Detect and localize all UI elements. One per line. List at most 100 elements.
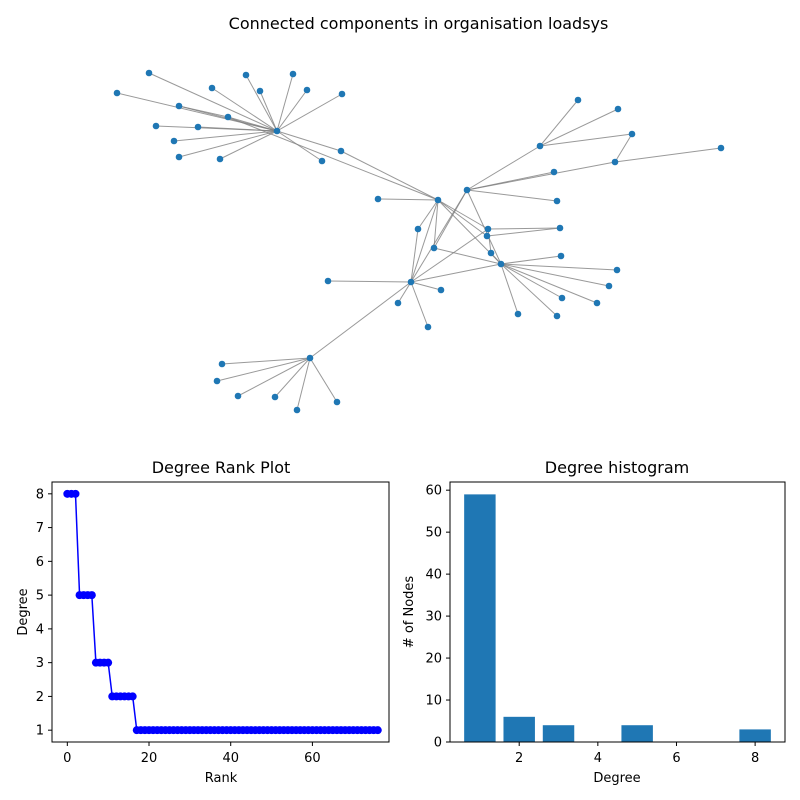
network-node [306, 354, 314, 362]
network-edge [276, 93, 343, 132]
figure-title: Connected components in organisation loa… [229, 14, 609, 33]
network-edge [245, 74, 278, 132]
network-node [113, 89, 121, 97]
rank-y-tick-label: 4 [36, 622, 44, 637]
network-edge [227, 116, 439, 201]
network-edge [410, 281, 442, 291]
network-edge [466, 145, 541, 191]
network-edge [500, 263, 618, 271]
network-node [614, 105, 622, 113]
network-node [175, 102, 183, 110]
network-edge [327, 280, 412, 283]
network-edge [539, 108, 619, 147]
network-node [289, 70, 297, 78]
network-node [374, 195, 382, 203]
network-node [224, 113, 232, 121]
rank-point [128, 692, 137, 701]
histogram-bar [621, 725, 653, 742]
network-nodes [113, 69, 725, 414]
network-node [556, 224, 564, 232]
network-edge [500, 263, 519, 315]
network-edge [500, 263, 563, 299]
network-edge [500, 263, 598, 304]
histogram-y-tick-label: 50 [425, 526, 442, 541]
network-node [194, 123, 202, 131]
network-node [394, 299, 402, 307]
network-node [497, 260, 505, 268]
histogram-title: Degree histogram [545, 458, 689, 477]
network-edge [466, 189, 558, 202]
network-node [434, 196, 442, 204]
rank-ticks: 0 20 40 60 1 2 3 4 5 6 7 8 [36, 487, 321, 766]
network-edge [340, 150, 439, 201]
network-edge [487, 228, 492, 254]
network-edge [410, 263, 502, 283]
network-edge [466, 161, 616, 191]
network-edge [539, 99, 579, 147]
network-edge [276, 130, 323, 162]
network-node [145, 69, 153, 77]
network-edge [197, 126, 278, 132]
rank-point [104, 658, 113, 667]
network-node [216, 155, 224, 163]
network-edge [500, 263, 610, 287]
network-node [605, 282, 613, 290]
rank-plot-title: Degree Rank Plot [152, 458, 291, 477]
network-node [611, 158, 619, 166]
network-edge [173, 130, 278, 142]
network-edge [487, 227, 561, 230]
network-node [414, 225, 422, 233]
network-node [273, 127, 281, 135]
network-node [234, 392, 242, 400]
network-node [303, 86, 311, 94]
histogram-bar [739, 729, 771, 742]
network-node [437, 286, 445, 294]
network-node [558, 294, 566, 302]
network-node [487, 249, 495, 257]
network-edge [377, 198, 439, 201]
network-node [717, 144, 725, 152]
network-node [463, 186, 471, 194]
rank-x-tick-label: 20 [141, 751, 158, 766]
network-node [271, 393, 279, 401]
network-edge [417, 199, 439, 230]
network-edge [433, 199, 439, 249]
network-node [550, 168, 558, 176]
network-node [324, 277, 332, 285]
rank-y-tick-label: 3 [36, 656, 44, 671]
histogram-bars [464, 494, 771, 742]
rank-y-tick-label: 2 [36, 690, 44, 705]
rank-x-label: Rank [205, 771, 238, 786]
network-node [557, 252, 565, 260]
rank-point [87, 591, 96, 600]
histogram-ticks: 2 4 6 8 0 10 20 30 40 50 60 [425, 484, 759, 766]
network-edge [237, 357, 311, 397]
network-edge [500, 263, 558, 317]
network-node [242, 71, 250, 79]
network-edge [276, 89, 308, 132]
network-edge [410, 281, 429, 328]
histogram-y-tick-label: 60 [425, 484, 442, 499]
network-edge [274, 357, 311, 398]
degree-histogram: Degree histogram 2 4 6 8 0 10 20 30 40 50 60 Degre… [402, 458, 786, 786]
network-edge [539, 133, 633, 147]
network-node [628, 130, 636, 138]
network-edge [309, 357, 338, 403]
histogram-x-tick-label: 8 [751, 751, 759, 766]
histogram-y-tick-label: 30 [425, 610, 442, 625]
rank-y-tick-label: 8 [36, 487, 44, 502]
network-edge [500, 255, 562, 265]
network-edge [219, 130, 278, 160]
rank-x-tick-label: 0 [63, 751, 71, 766]
network-node [170, 137, 178, 145]
network-edge [410, 199, 439, 283]
histogram-x-tick-label: 6 [672, 751, 680, 766]
network-node [424, 323, 432, 331]
histogram-frame [449, 481, 786, 743]
histogram-y-tick-label: 10 [425, 694, 442, 709]
network-edge [433, 247, 502, 265]
network-graph [113, 69, 725, 414]
histogram-y-tick-label: 20 [425, 652, 442, 667]
network-edge [259, 90, 278, 132]
